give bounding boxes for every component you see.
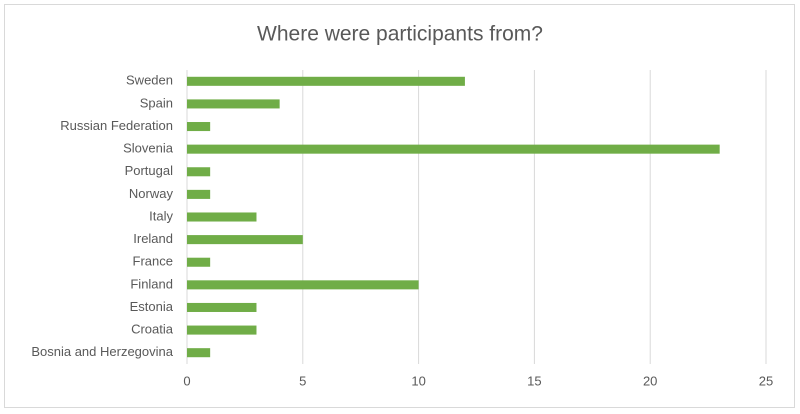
bar [187, 76, 465, 86]
y-tick-label: Sweden [126, 73, 173, 88]
y-tick-label: Spain [140, 95, 173, 110]
bar [187, 167, 211, 177]
y-tick-label: Ireland [133, 231, 173, 246]
x-tick-label: 10 [411, 373, 425, 388]
y-tick-label: Italy [149, 208, 173, 223]
x-tick-label: 25 [759, 373, 773, 388]
y-tick-label: Bosnia and Herzegovina [31, 344, 173, 359]
y-tick-label: France [133, 254, 173, 269]
bar [187, 189, 211, 199]
bar [187, 280, 419, 290]
y-tick-label: Norway [129, 186, 174, 201]
bar [187, 99, 280, 109]
y-tick-label: Croatia [131, 322, 174, 337]
bar [187, 302, 257, 312]
y-tick-label: Russian Federation [60, 118, 173, 133]
bar [187, 144, 720, 154]
x-tick-label: 5 [299, 373, 306, 388]
y-tick-label: Portugal [125, 163, 174, 178]
x-tick-label: 0 [183, 373, 190, 388]
bar [187, 212, 257, 222]
chart-border [4, 4, 795, 408]
x-tick-label: 15 [527, 373, 541, 388]
bar [187, 325, 257, 335]
bar [187, 348, 211, 358]
bar [187, 235, 303, 245]
bar [187, 122, 211, 132]
y-tick-label: Slovenia [123, 141, 174, 156]
chart-title: Where were participants from? [257, 23, 543, 46]
bar [187, 257, 211, 267]
y-tick-label: Finland [130, 276, 173, 291]
x-tick-label: 20 [643, 373, 657, 388]
y-tick-label: Estonia [130, 299, 174, 314]
